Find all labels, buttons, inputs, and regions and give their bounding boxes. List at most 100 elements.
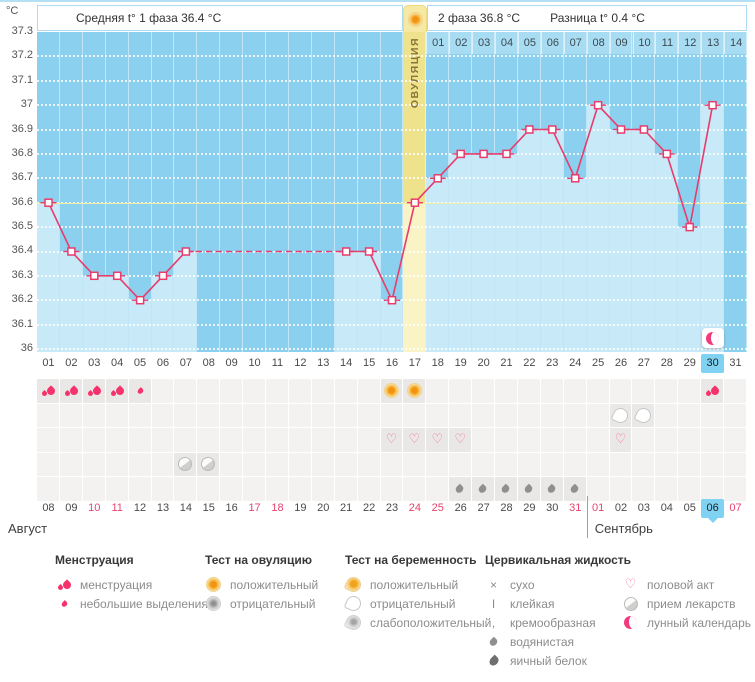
symbol-cell-medication[interactable] — [563, 452, 586, 476]
symbol-cell-medication[interactable] — [174, 452, 197, 476]
cycle-day-05[interactable]: 05 — [133, 357, 147, 369]
symbol-cell-cervical-fluid[interactable] — [105, 477, 128, 501]
symbol-cell-medication[interactable] — [632, 452, 655, 476]
symbol-cell-intercourse[interactable] — [288, 428, 311, 452]
cycle-day-22[interactable]: 22 — [523, 357, 536, 369]
symbol-cell-menstruation-and-ovulation-tests[interactable] — [197, 379, 220, 403]
symbol-cell-medication[interactable] — [540, 452, 563, 476]
symbol-cell-menstruation-and-ovulation-tests[interactable] — [472, 379, 495, 403]
symbol-cell-menstruation-and-ovulation-tests[interactable] — [609, 379, 632, 403]
symbol-cell-medication[interactable] — [357, 452, 380, 476]
cycle-day-03[interactable]: 03 — [88, 357, 101, 369]
symbol-cell-cervical-fluid[interactable] — [174, 477, 197, 501]
cycle-day-04[interactable]: 04 — [111, 357, 124, 369]
symbol-cell-medication[interactable] — [311, 452, 334, 476]
date-28[interactable]: 28 — [500, 502, 513, 514]
date-29[interactable]: 29 — [523, 502, 536, 514]
symbol-cell-cervical-fluid[interactable] — [380, 477, 403, 501]
symbol-cell-pregnancy-tests[interactable] — [174, 403, 197, 427]
symbol-cell-pregnancy-tests[interactable] — [403, 403, 426, 427]
symbol-cell-intercourse[interactable]: ♡ — [609, 428, 632, 452]
cycle-day-27[interactable]: 27 — [637, 357, 651, 369]
symbol-cell-intercourse[interactable]: ♡ — [426, 428, 449, 452]
symbol-cell-intercourse[interactable] — [197, 428, 220, 452]
symbol-cell-intercourse[interactable] — [540, 428, 563, 452]
symbol-cell-intercourse[interactable] — [586, 428, 609, 452]
cycle-day-21[interactable]: 21 — [500, 357, 513, 369]
cycle-day-02[interactable]: 02 — [65, 357, 78, 369]
symbol-cell-pregnancy-tests[interactable] — [609, 403, 632, 427]
symbol-cell-intercourse[interactable]: ♡ — [449, 428, 472, 452]
symbol-cell-cervical-fluid[interactable] — [197, 477, 220, 501]
date-25[interactable]: 25 — [431, 502, 444, 514]
symbol-cell-medication[interactable] — [151, 452, 174, 476]
symbol-cell-medication[interactable] — [380, 452, 403, 476]
symbol-cell-menstruation-and-ovulation-tests[interactable] — [357, 379, 380, 403]
date-31[interactable]: 31 — [569, 502, 582, 514]
symbol-cell-cervical-fluid[interactable] — [37, 477, 59, 501]
symbol-cell-cervical-fluid[interactable] — [128, 477, 151, 501]
symbol-cell-cervical-fluid[interactable] — [517, 477, 540, 501]
cycle-day-07[interactable]: 07 — [179, 357, 192, 369]
cycle-day-11[interactable]: 11 — [271, 357, 284, 369]
date-26[interactable]: 26 — [454, 502, 467, 514]
symbol-cell-pregnancy-tests[interactable] — [540, 403, 563, 427]
symbol-cell-intercourse[interactable] — [678, 428, 701, 452]
date-03[interactable]: 03 — [637, 502, 651, 514]
date-15[interactable]: 15 — [202, 502, 215, 514]
symbol-cell-intercourse[interactable] — [724, 428, 746, 452]
symbol-cell-cervical-fluid[interactable] — [449, 477, 472, 501]
symbol-cell-menstruation-and-ovulation-tests[interactable] — [266, 379, 288, 403]
symbol-cell-medication[interactable] — [403, 452, 426, 476]
symbol-cell-cervical-fluid[interactable] — [724, 477, 746, 501]
date-04[interactable]: 04 — [660, 502, 673, 514]
symbol-cell-medication[interactable] — [59, 452, 82, 476]
symbol-cell-intercourse[interactable]: ♡ — [403, 428, 426, 452]
cycle-day-18[interactable]: 18 — [431, 357, 444, 369]
date-21[interactable]: 21 — [340, 502, 353, 514]
symbol-cell-pregnancy-tests[interactable] — [105, 403, 128, 427]
symbol-cell-menstruation-and-ovulation-tests[interactable] — [380, 379, 403, 403]
date-23[interactable]: 23 — [385, 502, 399, 514]
date-07[interactable]: 07 — [729, 502, 742, 514]
symbol-cell-menstruation-and-ovulation-tests[interactable] — [334, 379, 357, 403]
symbol-cell-intercourse[interactable] — [243, 428, 266, 452]
symbol-cell-intercourse[interactable] — [495, 428, 517, 452]
symbol-cell-cervical-fluid[interactable] — [540, 477, 563, 501]
symbol-cell-pregnancy-tests[interactable] — [59, 403, 82, 427]
symbol-cell-menstruation-and-ovulation-tests[interactable] — [563, 379, 586, 403]
symbol-cell-medication[interactable] — [288, 452, 311, 476]
symbol-cell-intercourse[interactable] — [563, 428, 586, 452]
symbol-cell-pregnancy-tests[interactable] — [586, 403, 609, 427]
symbol-cell-cervical-fluid[interactable] — [426, 477, 449, 501]
symbol-cell-medication[interactable] — [426, 452, 449, 476]
date-20[interactable]: 20 — [317, 502, 330, 514]
symbol-cell-intercourse[interactable] — [82, 428, 105, 452]
cycle-day-23[interactable]: 23 — [546, 357, 559, 369]
symbol-cell-cervical-fluid[interactable] — [563, 477, 586, 501]
symbol-cell-pregnancy-tests[interactable] — [128, 403, 151, 427]
date-16[interactable]: 16 — [225, 502, 238, 514]
symbol-cell-pregnancy-tests[interactable] — [243, 403, 266, 427]
symbol-cell-pregnancy-tests[interactable] — [288, 403, 311, 427]
symbol-cell-intercourse[interactable]: ♡ — [380, 428, 403, 452]
symbol-cell-pregnancy-tests[interactable] — [472, 403, 495, 427]
symbol-cell-medication[interactable] — [724, 452, 746, 476]
date-18[interactable]: 18 — [271, 502, 284, 514]
cycle-day-26[interactable]: 26 — [614, 357, 628, 369]
date-30[interactable]: 30 — [546, 502, 559, 514]
symbol-cell-medication[interactable] — [609, 452, 632, 476]
date-22[interactable]: 22 — [362, 502, 376, 514]
symbol-cell-intercourse[interactable] — [701, 428, 724, 452]
cycle-day-31[interactable]: 31 — [729, 357, 742, 369]
symbol-cell-medication[interactable] — [586, 452, 609, 476]
symbol-cell-pregnancy-tests[interactable] — [357, 403, 380, 427]
symbol-cell-medication[interactable] — [655, 452, 678, 476]
symbol-cell-cervical-fluid[interactable] — [655, 477, 678, 501]
symbol-cell-medication[interactable] — [105, 452, 128, 476]
cycle-day-01[interactable]: 01 — [42, 357, 55, 369]
symbol-cell-intercourse[interactable] — [517, 428, 540, 452]
symbol-cell-menstruation-and-ovulation-tests[interactable] — [655, 379, 678, 403]
cycle-day-12[interactable]: 12 — [294, 357, 307, 369]
symbol-cell-intercourse[interactable] — [174, 428, 197, 452]
